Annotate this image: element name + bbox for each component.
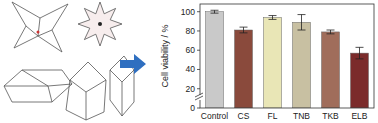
x-tick-label: FL	[268, 111, 278, 121]
error-bar	[269, 16, 277, 20]
bar	[264, 17, 282, 108]
bar	[235, 30, 253, 108]
y-tick	[197, 50, 200, 51]
y-tick	[197, 88, 200, 89]
axis-break	[195, 93, 203, 100]
x-tick-label: Control	[201, 111, 229, 121]
y-tick-label: 0	[190, 103, 195, 113]
y-tick	[197, 11, 200, 12]
star-fold	[26, 18, 52, 36]
y-axis-label: Cell viability / %	[160, 24, 170, 87]
star-dot	[37, 31, 40, 34]
x-tick-label: TKB	[322, 111, 339, 121]
bar	[293, 22, 311, 108]
bar	[206, 12, 224, 108]
x-tick-label: ELB	[351, 111, 367, 121]
arrow	[120, 54, 146, 74]
polyhedron	[4, 70, 72, 102]
error-bar	[240, 27, 248, 33]
error-bar	[356, 47, 364, 59]
figure: Control CS FL TNB TKB ELB 0 20 40 60 80 100 Cell via…	[0, 0, 378, 123]
polyhedron	[66, 62, 106, 120]
star-shape	[78, 2, 122, 46]
x-tick-label: CS	[238, 111, 250, 121]
bar	[351, 53, 369, 108]
error-bar	[211, 10, 219, 13]
y-tick	[197, 69, 200, 70]
star-shape	[12, 2, 68, 52]
error-bar	[327, 30, 335, 34]
star-dot	[98, 22, 102, 26]
bars	[206, 10, 369, 108]
x-tick-label: TNB	[293, 111, 310, 121]
y-tick-label: 100	[181, 7, 195, 17]
y-tick-label: 60	[186, 45, 196, 55]
y-tick-label: 80	[186, 26, 196, 36]
shape-drawings	[4, 2, 134, 120]
error-bar	[298, 15, 306, 30]
y-tick	[197, 108, 200, 109]
plot-frame	[200, 4, 374, 108]
bar	[322, 32, 340, 108]
y-tick-label: 40	[186, 64, 196, 74]
y-tick-label: 20	[186, 84, 196, 94]
y-tick	[197, 30, 200, 31]
